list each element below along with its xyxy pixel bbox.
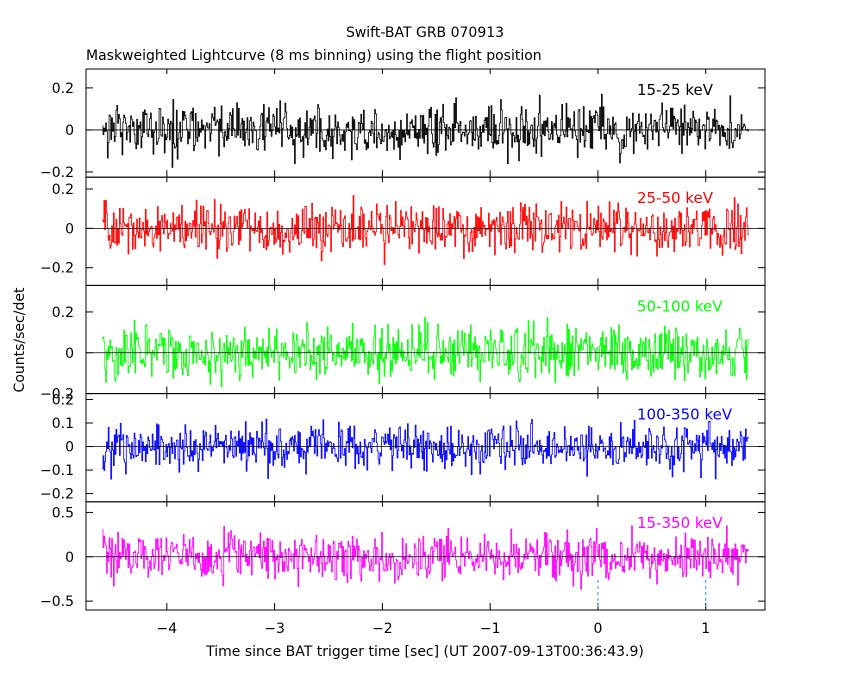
band-label: 25-50 keV (637, 189, 714, 207)
x-tick-label: −1 (480, 621, 501, 637)
y-tick-label: −0.1 (40, 463, 74, 479)
y-tick-label: 0 (65, 550, 74, 566)
y-tick-label: 0 (65, 221, 74, 237)
x-tick-label: 1 (701, 621, 710, 637)
x-tick-label: 0 (593, 621, 602, 637)
y-tick-label: 0 (65, 123, 74, 139)
x-tick-label: −4 (157, 621, 178, 637)
series-line-0 (102, 93, 749, 168)
band-label: 100-350 keV (637, 406, 733, 424)
y-tick-label: 0 (65, 440, 74, 456)
y-axis-label: Counts/sec/det (12, 287, 28, 392)
x-axis-label: Time since BAT trigger time [sec] (UT 20… (205, 644, 644, 660)
y-tick-label: 0 (65, 346, 74, 362)
band-label: 15-25 keV (637, 81, 714, 99)
y-tick-label: −0.5 (40, 594, 74, 610)
y-tick-label: −0.2 (40, 165, 74, 181)
y-tick-label: −0.2 (40, 487, 74, 503)
y-tick-label: 0.2 (52, 392, 74, 408)
series-line-3 (102, 418, 749, 480)
series-line-4 (102, 525, 749, 590)
y-tick-label: 0.2 (52, 182, 74, 198)
series-line-1 (102, 195, 749, 265)
y-tick-label: 0.2 (52, 305, 74, 321)
y-tick-label: −0.2 (40, 261, 74, 277)
x-tick-label: −3 (264, 621, 285, 637)
panel-frame (85, 501, 766, 611)
x-tick-label: −2 (372, 621, 393, 637)
band-label: 15-350 keV (637, 514, 723, 532)
chart-subtitle: Maskweighted Lightcurve (8 ms binning) u… (86, 48, 542, 64)
panels-group: 15-25 keV −0.2 0 0.2 25-50 keV −0.2 0 0.2 50-100… (40, 68, 766, 637)
y-tick-label: 0.2 (52, 81, 74, 97)
band-label: 50-100 keV (637, 297, 723, 315)
y-tick-label: 0.5 (52, 505, 74, 521)
y-tick-label: −0.2 (40, 387, 74, 403)
chart-title: Swift-BAT GRB 070913 (346, 25, 504, 41)
series-line-2 (102, 317, 749, 388)
y-tick-label: 0.1 (52, 416, 74, 432)
